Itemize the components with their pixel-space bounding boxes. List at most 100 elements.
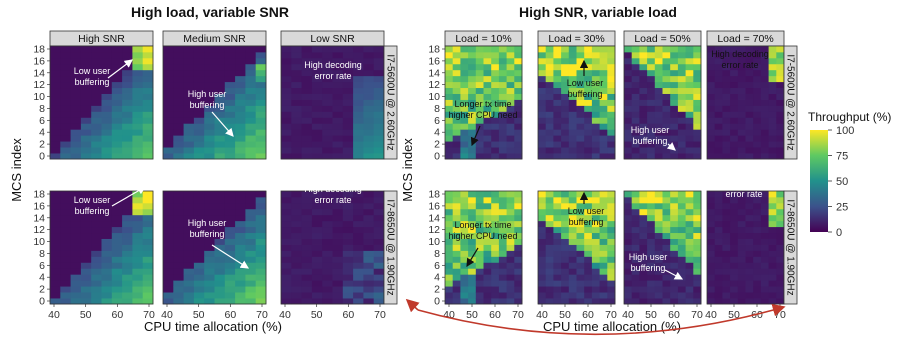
heatmap-cell [607,57,616,65]
heatmap-cell [654,268,663,275]
heatmap-cell [685,57,694,65]
heatmap-cell [730,147,739,154]
heatmap-cell [291,208,302,216]
heatmap-cell [91,57,102,65]
heatmap-cell [445,268,454,275]
heatmap-cell [342,292,354,299]
heatmap-cell [745,105,754,112]
heatmap-cell [235,208,246,216]
heatmap-cell [475,153,484,160]
heatmap-cell [591,111,600,118]
heatmap-cell [122,292,133,299]
x-tick-label: 60 [224,309,236,321]
heatmap-cell [607,147,616,154]
heatmap-cell [714,117,723,124]
heatmap-cell [311,232,323,239]
heatmap-cell [132,81,144,89]
heatmap-cell [722,141,731,148]
heatmap-cell [322,57,333,65]
heatmap-cell [647,51,656,59]
heatmap-cell [538,141,547,148]
heatmap-cell [707,51,716,59]
heatmap-cell [50,117,61,124]
heatmap-cell [245,135,257,142]
heatmap-cell [50,238,61,245]
heatmap-cell [568,214,577,222]
heatmap-cell [591,46,600,53]
heatmap-cell [714,87,723,94]
heatmap-cell [483,268,492,275]
heatmap-cell [514,63,523,71]
heatmap-cell [561,93,570,100]
heatmap-cell [322,191,333,198]
heatmap-cell [322,69,333,77]
heatmap-cell [91,123,102,130]
heatmap-cell [768,93,777,100]
heatmap-cell [624,280,633,287]
heatmap-cell [553,220,562,228]
heatmap-cell [60,220,71,228]
heatmap-cell [50,87,61,94]
heatmap-cell [545,46,554,53]
heatmap-cell [363,298,375,305]
heatmap-cell [214,46,226,53]
heatmap-cell [693,250,702,257]
heatmap-cell [760,232,769,239]
heatmap-cell [373,220,385,228]
heatmap-cell [122,141,133,148]
heatmap-cell [163,147,174,154]
heatmap-cell [599,123,608,130]
heatmap-cell [631,63,640,71]
heatmap-cell [553,153,562,160]
heatmap-cell [80,57,92,65]
heatmap-cell [639,81,648,89]
heatmap-cell [760,123,769,130]
heatmap-cell [235,63,246,71]
heatmap-cell [373,250,385,257]
heatmap-cell [224,57,236,65]
heatmap-cell [122,117,133,124]
heatmap-cell [214,238,226,245]
heatmap-cell [538,51,547,59]
heatmap-cell [301,244,313,251]
heatmap-cell [722,63,731,71]
heatmap-cell [576,46,585,53]
heatmap-cell [662,226,671,234]
heatmap-cell [685,147,694,154]
heatmap-cell [662,232,671,239]
heatmap-cell [475,226,484,234]
heatmap-cell [291,81,302,89]
heatmap-cell [224,147,236,154]
heatmap-cell [353,93,364,100]
heatmap-cell [224,262,236,269]
heatmap-cell [122,214,133,222]
heatmap-cell [506,274,515,281]
heatmap-cell [768,292,777,299]
heatmap-cell [714,135,723,142]
heatmap-cell [677,292,686,299]
heatmap-cell [654,129,663,136]
heatmap-cell [183,226,195,234]
heatmap-cell [768,147,777,154]
heatmap-cell [514,274,523,281]
heatmap-cell [753,63,762,71]
heatmap-cell [101,280,113,287]
heatmap-cell [568,292,577,299]
heatmap-cell [301,232,313,239]
heatmap-cell [768,153,777,160]
heatmap-cell [483,81,492,89]
heatmap-cell [291,153,302,160]
heatmap-cell [745,51,754,59]
heatmap-cell [311,262,323,269]
heatmap-cell [776,51,785,59]
heatmap-cell [647,191,656,198]
heatmap-cell [214,69,226,77]
heatmap-cell [142,280,154,287]
heatmap-cell [760,226,769,234]
heatmap-cell [363,274,375,281]
heatmap-cell [737,147,746,154]
heatmap-cell [101,75,113,83]
heatmap-cell [599,196,608,204]
heatmap-cell [235,256,246,263]
heatmap-cell [245,51,257,59]
